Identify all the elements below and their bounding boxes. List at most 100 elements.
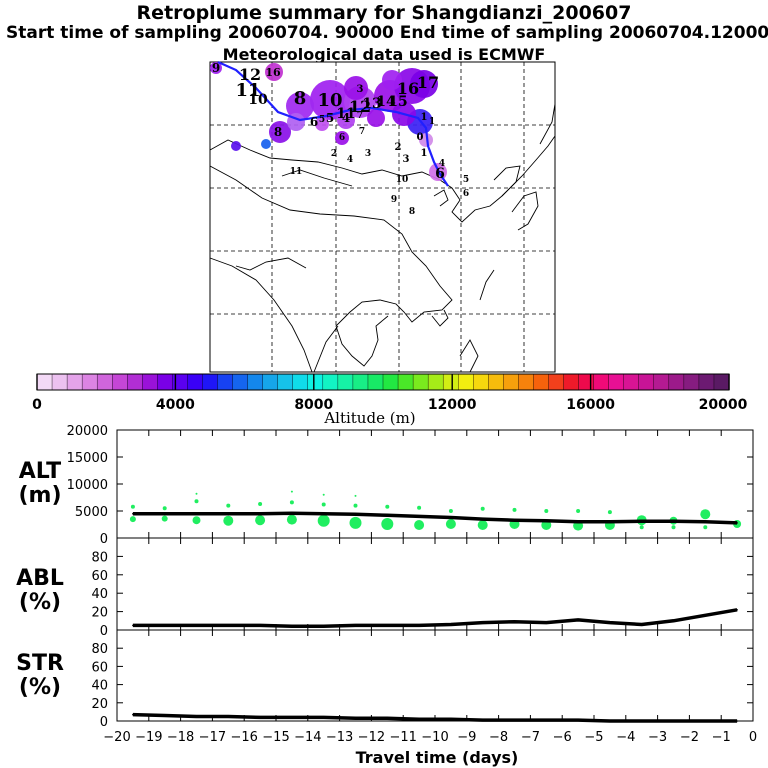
- altitude-cluster-point: [381, 518, 394, 530]
- abl-data-point: [450, 623, 452, 626]
- y-tick-label: 0: [100, 715, 108, 730]
- colorbar-swatch: [382, 373, 399, 391]
- altitude-cluster-point: [129, 516, 136, 523]
- plume-cluster-blob: [269, 121, 291, 143]
- plume-cluster-label: 2: [331, 149, 337, 159]
- plume-cluster-blob: [410, 70, 438, 98]
- colorbar-swatch: [217, 373, 234, 391]
- str-data-point: [354, 717, 357, 720]
- abl-data-point: [227, 624, 230, 627]
- colorbar-swatch: [458, 373, 474, 391]
- str-data-point: [259, 716, 261, 719]
- abl-data-point: [481, 621, 484, 624]
- chart-title: Retroplume summary for Shangdianzi_20060…: [136, 2, 632, 24]
- colorbar-swatch: [397, 373, 414, 391]
- altitude-cluster-point: [639, 525, 644, 530]
- abl-data-point: [736, 609, 738, 611]
- plume-cluster-label: 6: [463, 189, 469, 199]
- colorbar-swatch: [247, 373, 264, 391]
- altitude-cluster-point: [195, 492, 198, 495]
- alt-data-point: [163, 512, 166, 515]
- altitude-cluster-point: [161, 515, 168, 522]
- x-tick-label: −3: [648, 730, 667, 745]
- y-tick-label: 40: [91, 587, 108, 602]
- colorbar-swatch: [503, 373, 519, 391]
- plume-cluster-label: 3: [357, 84, 364, 95]
- alt-panel-unit: (m): [18, 483, 61, 508]
- str-data-point: [291, 716, 293, 719]
- alt-data-point: [672, 520, 675, 523]
- colorbar-swatch: [442, 373, 459, 391]
- abl-data-point: [609, 621, 611, 624]
- plume-cluster-label: 4: [347, 155, 353, 165]
- y-tick-label: 60: [91, 569, 108, 584]
- altitude-cluster-point: [414, 520, 425, 530]
- x-tick-label: −10: [421, 730, 448, 745]
- alt-panel: 0 5000 10000 15000 20000: [67, 424, 754, 547]
- altitude-cluster-point: [286, 514, 297, 525]
- plume-cluster-label: 6: [435, 166, 445, 182]
- alt-data-point: [227, 512, 230, 515]
- colorbar-swatch: [683, 373, 700, 391]
- alt-data-point: [640, 520, 643, 523]
- str-data-point: [640, 720, 643, 722]
- plume-cluster-label: 13: [362, 96, 381, 112]
- abl-data-point: [322, 625, 325, 628]
- colorbar-swatch: [66, 373, 83, 391]
- plume-cluster-blob: [315, 117, 329, 131]
- colorbar: 0 4000 8000 12000 16000 20000 Altitude (m): [32, 373, 748, 427]
- x-tick-label: −8: [489, 730, 508, 745]
- abl-series-line: [132, 608, 738, 629]
- colorbar-swatch: [232, 373, 249, 391]
- abl-panel-label: ABL: [16, 566, 64, 591]
- plume-cluster-blob: [344, 76, 368, 100]
- colorbar-swatch: [112, 373, 128, 391]
- plume-cluster-label: 6: [310, 115, 318, 129]
- colorbar-swatch: [518, 373, 535, 391]
- alt-data-point: [322, 512, 325, 515]
- x-tick-label: −11: [389, 730, 416, 745]
- altitude-cluster-point: [480, 506, 485, 511]
- plume-cluster-label: 7: [357, 111, 363, 121]
- altitude-cluster-point: [317, 514, 330, 527]
- colorbar-swatch: [623, 373, 640, 391]
- str-panel-frame: [116, 629, 754, 722]
- abl-data-point: [513, 620, 516, 623]
- altitude-cluster-point: [671, 525, 676, 530]
- y-tick-label: 20000: [67, 424, 108, 439]
- plume-cluster-label: 11: [290, 167, 303, 177]
- altitude-cluster-point: [700, 509, 711, 520]
- abl-panel-unit: (%): [19, 590, 61, 615]
- y-tick-label: 80: [91, 642, 108, 657]
- plume-cluster-label: 14: [376, 94, 396, 110]
- abl-data-point: [132, 624, 134, 627]
- x-tick-label: −15: [262, 730, 289, 745]
- colorbar-swatch: [668, 373, 685, 391]
- colorbar-swatch: [142, 373, 158, 391]
- colorbar-swatch: [157, 373, 173, 391]
- plume-cluster-blob: [286, 92, 314, 120]
- altitude-cluster-point: [192, 516, 201, 525]
- x-tick-label: −5: [584, 730, 603, 745]
- plume-cluster-label: 10: [317, 90, 342, 111]
- abl-data-point: [291, 625, 293, 628]
- str-data-point: [704, 720, 707, 722]
- alt-series-line: [132, 511, 738, 525]
- colorbar-swatch: [322, 373, 339, 391]
- plume-cluster-blob: [337, 111, 355, 129]
- plume-cluster-label: 5: [463, 175, 469, 185]
- x-tick-label: −9: [457, 730, 476, 745]
- abl-data-point: [163, 624, 166, 627]
- plume-cluster-label: 3: [365, 149, 371, 159]
- time-series-panels: 0 5000 10000 15000 20000 0 20 40 60 80 0 20 40 60 80 −2…: [67, 424, 758, 745]
- altitude-cluster-point: [445, 519, 456, 529]
- altitude-cluster-point: [223, 515, 234, 526]
- colorbar-swatch: [548, 373, 565, 391]
- y-tick-label: 5000: [75, 505, 108, 520]
- str-data-point: [450, 718, 452, 720]
- alt-panel-label: ALT: [19, 459, 61, 484]
- abl-data-point: [672, 620, 675, 622]
- plume-cluster-blob: [419, 133, 433, 147]
- colorbar-swatch: [277, 373, 294, 391]
- altitude-cluster-point: [477, 520, 488, 530]
